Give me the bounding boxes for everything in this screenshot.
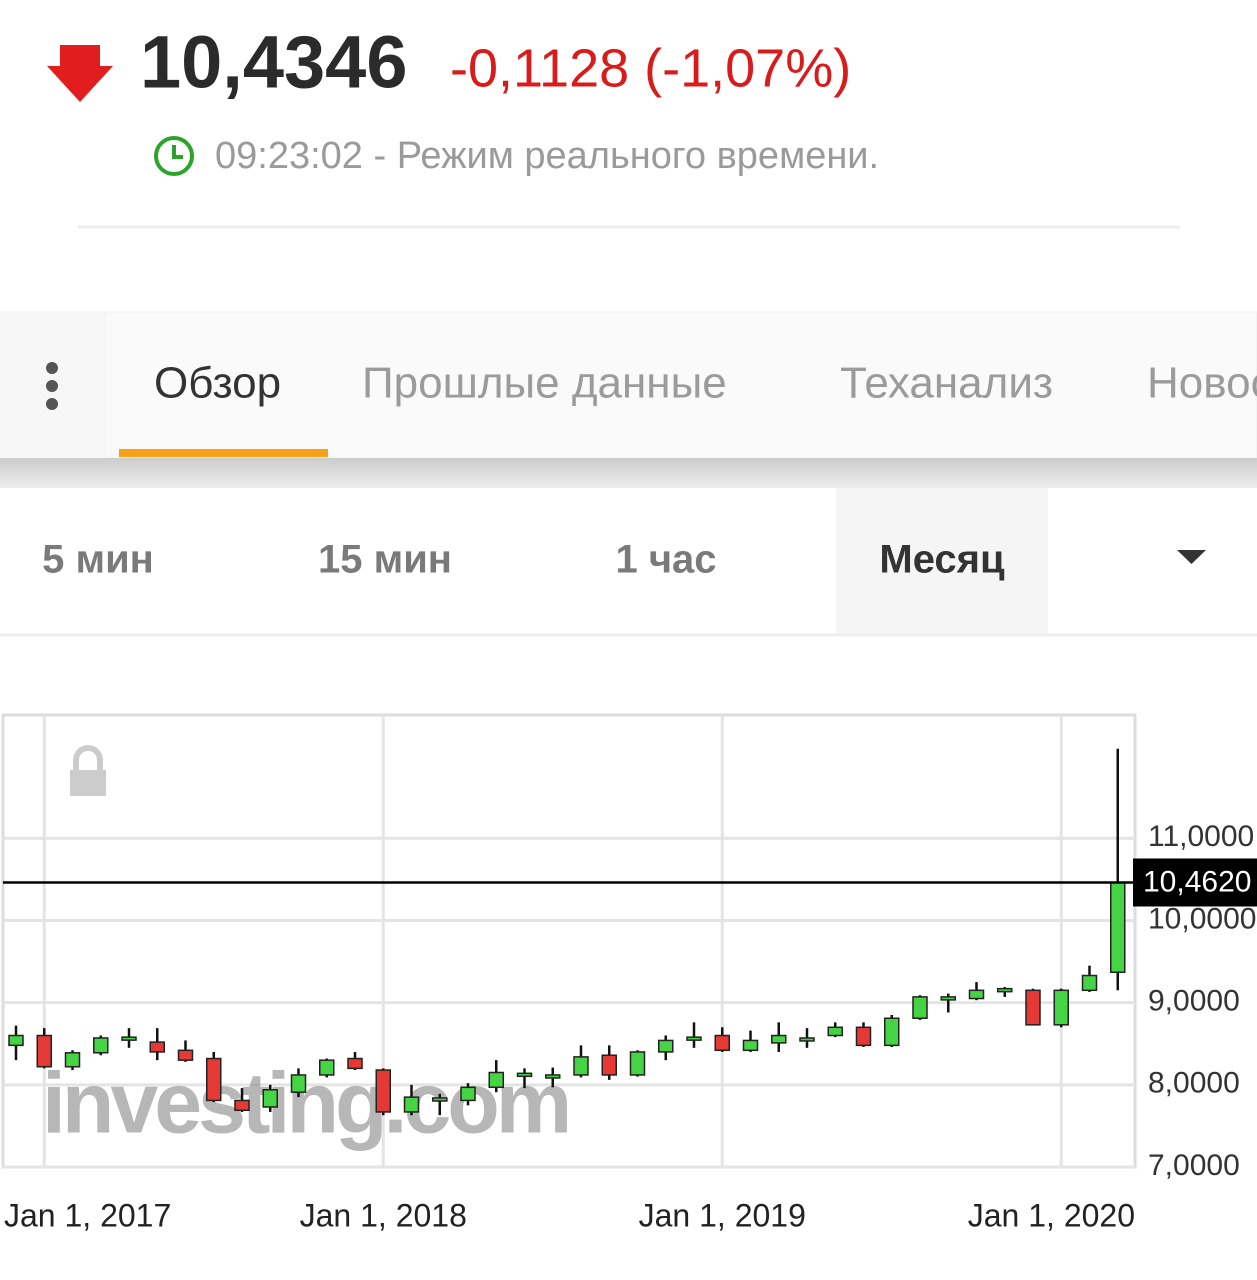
y-tick-label: 9,0000 <box>1148 985 1240 1018</box>
candle-body <box>8 1034 24 1047</box>
time: 09:23:02 - Режим реального времени. <box>215 135 879 177</box>
price-change: -0,1128 (-1,07%) <box>450 38 851 98</box>
current-price-box <box>1133 858 1257 907</box>
candle-body <box>940 996 956 1001</box>
candle-body <box>799 1037 815 1042</box>
candle-body <box>93 1037 109 1054</box>
dropdown-arrow[interactable] <box>1177 550 1206 564</box>
x-tick-label: Jan 1, 2020 <box>968 1197 1135 1233</box>
candle-body <box>347 1057 363 1070</box>
candle-body <box>1110 881 1126 973</box>
y-tick-label: 8,0000 <box>1148 1067 1240 1100</box>
plot-area <box>1 713 1137 1169</box>
tab[interactable]: Прошлые данные <box>362 359 727 408</box>
candle-body <box>64 1052 81 1068</box>
lock-icon <box>70 745 106 796</box>
y-tick-label: 10,0000 <box>1148 902 1256 935</box>
candle-body <box>234 1099 250 1112</box>
candle-body <box>884 1017 900 1047</box>
tab-bar <box>0 311 1257 459</box>
interval[interactable]: 5 мин <box>42 538 154 582</box>
candle-body <box>290 1074 307 1093</box>
candle-body <box>488 1071 504 1089</box>
lock-body <box>70 770 106 796</box>
y-tick-label: 11,0000 <box>1148 820 1254 853</box>
clock-icon <box>154 136 194 176</box>
candle-body <box>121 1036 137 1041</box>
x-tick-label: Jan 1, 2017 <box>4 1197 171 1233</box>
lock-shackle <box>73 745 103 770</box>
active-tab-indicator <box>119 449 328 457</box>
tab[interactable]: Новости <box>1147 359 1257 408</box>
candle-body <box>36 1034 52 1068</box>
candle-body <box>262 1088 278 1108</box>
candle-body <box>206 1057 222 1102</box>
interval[interactable]: 15 мин <box>318 538 452 582</box>
candle-body <box>432 1097 448 1102</box>
candle-body <box>686 1036 702 1041</box>
interval[interactable]: 1 час <box>615 538 716 582</box>
candle-body <box>177 1049 194 1061</box>
candle-body <box>319 1059 335 1076</box>
candle-body <box>827 1026 843 1037</box>
candle-body <box>658 1039 674 1053</box>
candle-body <box>629 1051 646 1076</box>
interval[interactable]: Месяц <box>879 538 1005 582</box>
x-tick-label: Jan 1, 2019 <box>639 1197 806 1233</box>
candle-body <box>742 1039 759 1052</box>
candle-body <box>771 1034 787 1044</box>
price: 10,4346 <box>140 21 408 104</box>
candle-body <box>460 1086 476 1102</box>
candle-body <box>912 996 928 1020</box>
candle-body <box>714 1034 730 1052</box>
candle-body <box>545 1074 561 1079</box>
candle-body <box>997 987 1013 993</box>
candle-body <box>516 1072 533 1078</box>
selected-interval-bg <box>836 488 1048 635</box>
x-tick-label: Jan 1, 2018 <box>300 1197 467 1233</box>
candle-body <box>1025 989 1041 1026</box>
tab[interactable]: Обзор <box>154 359 281 408</box>
tab-shadow <box>0 458 1257 488</box>
chart: 7,0000 8,0000 9,0000 10,0000 11,0000 Jan 1, 2… <box>1 713 1257 1233</box>
candle-body <box>403 1096 420 1113</box>
y-tick-label: 7,0000 <box>1148 1149 1240 1182</box>
candle-body <box>1053 989 1069 1026</box>
current-price-label: 10,4620 <box>1143 865 1251 898</box>
candle-body <box>855 1026 872 1047</box>
watermark: investing.com <box>42 1056 568 1152</box>
candle-body <box>601 1054 617 1076</box>
tab[interactable]: Теханализ <box>840 359 1053 408</box>
candle-body <box>375 1069 391 1113</box>
candle-body <box>149 1041 165 1053</box>
candle-body <box>573 1056 589 1076</box>
menu-dots[interactable] <box>46 362 58 410</box>
candle-body <box>968 989 985 1000</box>
down-arrow <box>47 45 113 102</box>
candle-body <box>1081 974 1098 992</box>
